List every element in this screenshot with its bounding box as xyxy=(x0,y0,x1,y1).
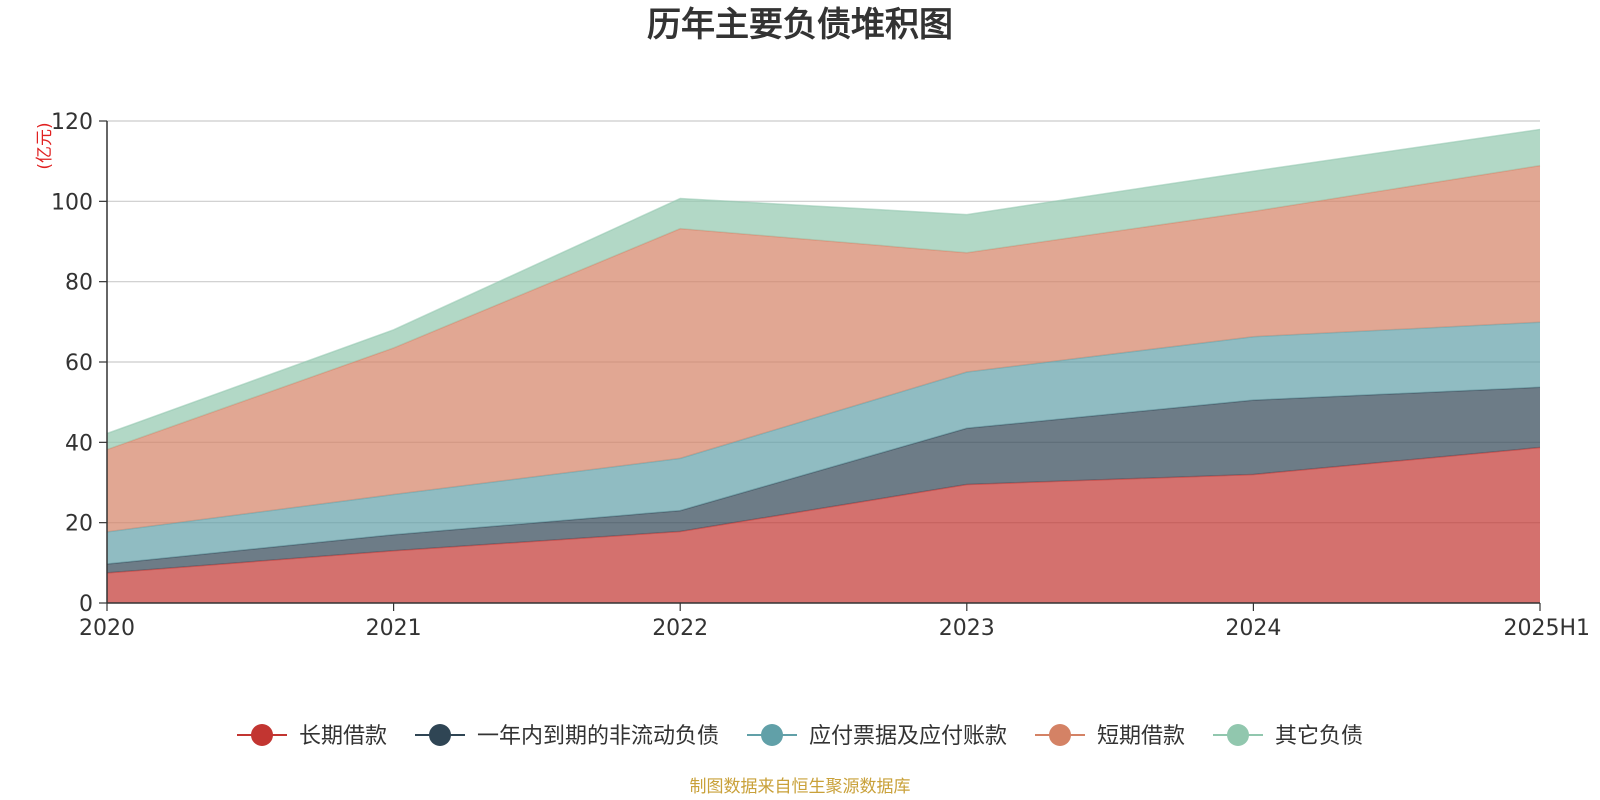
legend-marker-4 xyxy=(1049,724,1071,746)
y-axis-unit-label: (亿元) xyxy=(35,122,55,169)
legend-label-2: 一年内到期的非流动负债 xyxy=(477,724,719,749)
legend: 长期借款 一年内到期的非流动负债 应付票据及应付账款 短期借款 其它负债 xyxy=(237,724,1363,749)
area-series-2 xyxy=(107,387,1540,573)
area-series-5 xyxy=(107,129,1540,450)
area-series-4 xyxy=(107,165,1540,532)
legend-label-5: 其它负债 xyxy=(1275,724,1363,749)
legend-label-4: 短期借款 xyxy=(1097,724,1185,749)
legend-marker-5 xyxy=(1227,724,1249,746)
y-tick-label-80: 80 xyxy=(65,271,93,296)
x-tick-label-2020: 2020 xyxy=(79,616,135,641)
y-tick-label-120: 120 xyxy=(51,110,93,135)
chart-title: 历年主要负债堆积图 xyxy=(647,5,953,45)
area-series-1 xyxy=(107,447,1540,603)
legend-marker-2 xyxy=(429,724,451,746)
legend-marker-1 xyxy=(251,724,273,746)
y-tick-label-0: 0 xyxy=(79,592,93,617)
y-tick-label-60: 60 xyxy=(65,351,93,376)
legend-label-1: 长期借款 xyxy=(299,724,387,749)
area-series xyxy=(106,128,1541,603)
axes: 0 20 40 60 80 100 120 2020 2021 2022 2023 2024 2025H… xyxy=(51,110,1590,641)
y-tick-label-100: 100 xyxy=(51,190,93,215)
legend-marker-3 xyxy=(761,724,783,746)
legend-label-3: 应付票据及应付账款 xyxy=(809,724,1007,749)
y-tick-label-20: 20 xyxy=(65,512,93,537)
x-tick-label-2023: 2023 xyxy=(939,616,995,641)
data-source-note: 制图数据来自恒生聚源数据库 xyxy=(690,777,911,797)
area-series-3 xyxy=(107,322,1540,565)
x-tick-label-2021: 2021 xyxy=(366,616,422,641)
x-tick-label-2022: 2022 xyxy=(652,616,708,641)
y-tick-label-40: 40 xyxy=(65,431,93,456)
series-line-5 xyxy=(106,128,1541,435)
x-tick-label-2024: 2024 xyxy=(1225,616,1281,641)
x-tick-label-2025H1: 2025H1 xyxy=(1503,616,1590,641)
